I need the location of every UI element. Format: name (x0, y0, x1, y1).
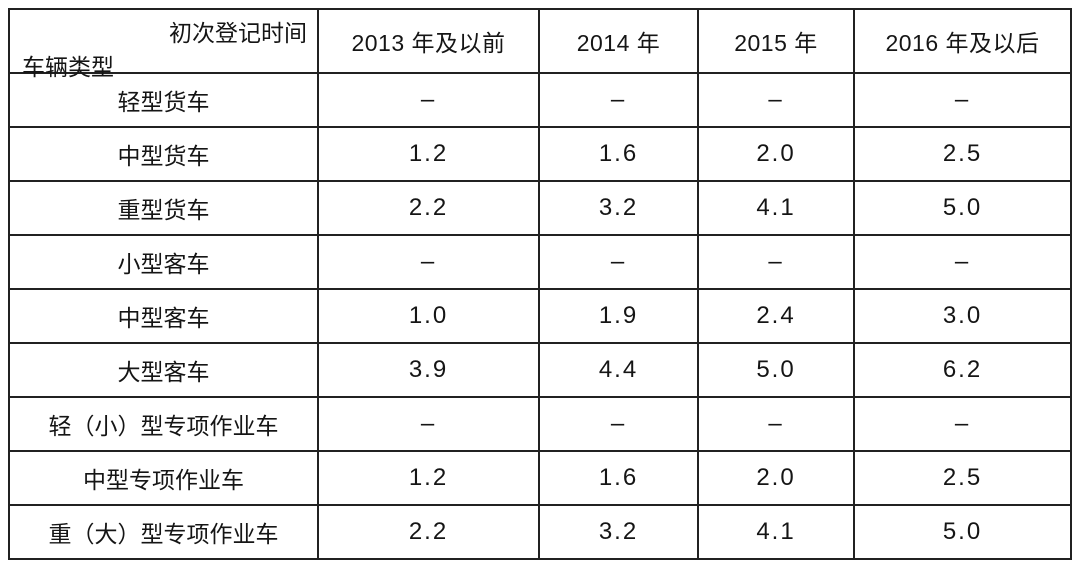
value-cell: 2.0 (697, 450, 855, 506)
row-label: 中型货车 (8, 126, 319, 182)
column-header-2016-and-after: 2016 年及以后 (853, 8, 1072, 74)
value-cell: 1.2 (317, 126, 540, 182)
column-header-2015: 2015 年 (697, 8, 855, 74)
vehicle-registration-table: 初次登记时间 车辆类型 2013 年及以前 2014 年 2015 年 2016… (8, 8, 1072, 560)
value-cell: – (853, 72, 1072, 128)
corner-header-wrap: 初次登记时间 车辆类型 (10, 11, 317, 80)
value-cell: – (697, 72, 855, 128)
value-cell: 4.1 (697, 504, 855, 560)
row-label: 中型专项作业车 (8, 450, 319, 506)
value-cell: 2.0 (697, 126, 855, 182)
value-cell: 1.6 (538, 126, 699, 182)
table-row-medium-truck: 中型货车 1.2 1.6 2.0 2.5 (8, 126, 1072, 182)
value-cell: – (853, 234, 1072, 290)
table-row-light-special-vehicle: 轻（小）型专项作业车 – – – – (8, 396, 1072, 452)
value-cell: 3.2 (538, 180, 699, 236)
table-row-heavy-truck: 重型货车 2.2 3.2 4.1 5.0 (8, 180, 1072, 236)
value-cell: 2.5 (853, 126, 1072, 182)
value-cell: 1.0 (317, 288, 540, 344)
value-cell: 4.4 (538, 342, 699, 398)
corner-bottom-label: 车辆类型 (22, 54, 114, 80)
value-cell: 1.9 (538, 288, 699, 344)
table-row-medium-special-vehicle: 中型专项作业车 1.2 1.6 2.0 2.5 (8, 450, 1072, 506)
value-cell: – (317, 396, 540, 452)
value-cell: 1.6 (538, 450, 699, 506)
table-row-large-passenger: 大型客车 3.9 4.4 5.0 6.2 (8, 342, 1072, 398)
value-cell: 3.2 (538, 504, 699, 560)
column-header-2014: 2014 年 (538, 8, 699, 74)
value-cell: 6.2 (853, 342, 1072, 398)
value-cell: 1.2 (317, 450, 540, 506)
value-cell: 5.0 (853, 180, 1072, 236)
value-cell: – (538, 72, 699, 128)
corner-top-label: 初次登记时间 (169, 20, 307, 46)
table-row-medium-passenger: 中型客车 1.0 1.9 2.4 3.0 (8, 288, 1072, 344)
value-cell: – (697, 234, 855, 290)
corner-header-cell: 初次登记时间 车辆类型 (8, 8, 319, 80)
table-row-heavy-special-vehicle: 重（大）型专项作业车 2.2 3.2 4.1 5.0 (8, 504, 1072, 560)
value-cell: 4.1 (697, 180, 855, 236)
value-cell: – (317, 234, 540, 290)
value-cell: 3.0 (853, 288, 1072, 344)
value-cell: 5.0 (697, 342, 855, 398)
value-cell: 5.0 (853, 504, 1072, 560)
row-label: 小型客车 (8, 234, 319, 290)
row-label: 重（大）型专项作业车 (8, 504, 319, 560)
value-cell: – (538, 234, 699, 290)
header-row: 初次登记时间 车辆类型 2013 年及以前 2014 年 2015 年 2016… (8, 8, 1072, 80)
value-cell: 2.2 (317, 504, 540, 560)
row-label: 大型客车 (8, 342, 319, 398)
value-cell: 2.2 (317, 180, 540, 236)
value-cell: – (853, 396, 1072, 452)
value-cell: – (317, 72, 540, 128)
value-cell: – (538, 396, 699, 452)
value-cell: – (697, 396, 855, 452)
row-label: 重型货车 (8, 180, 319, 236)
row-label: 轻（小）型专项作业车 (8, 396, 319, 452)
row-label: 轻型货车 (8, 72, 319, 128)
value-cell: 2.5 (853, 450, 1072, 506)
row-label: 中型客车 (8, 288, 319, 344)
table-row-light-truck: 轻型货车 – – – – (8, 72, 1072, 128)
value-cell: 3.9 (317, 342, 540, 398)
value-cell: 2.4 (697, 288, 855, 344)
column-header-2013-and-before: 2013 年及以前 (317, 8, 540, 74)
table-row-small-passenger: 小型客车 – – – – (8, 234, 1072, 290)
